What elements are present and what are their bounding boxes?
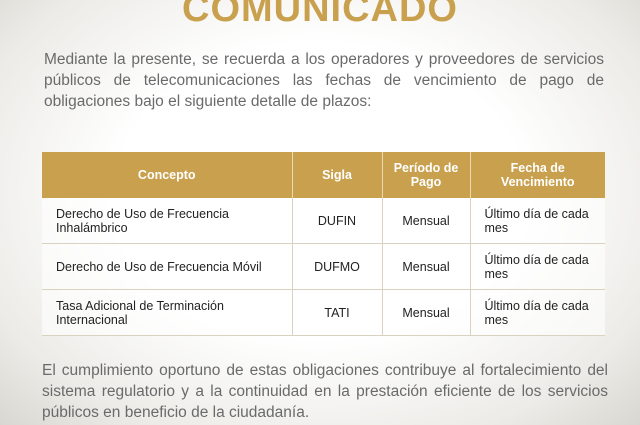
column-header: Sigla bbox=[292, 152, 383, 198]
table-cell: DUFIN bbox=[292, 198, 383, 244]
closing-text: El cumplimiento oportuno de estas obliga… bbox=[42, 362, 608, 421]
intro-text: Mediante la presente, se recuerda a los … bbox=[44, 51, 604, 110]
title: COMUNICADO bbox=[182, 0, 458, 30]
table-cell: Tasa Adicional de Terminación Internacio… bbox=[42, 289, 293, 336]
table-cell: Último día de cada mes bbox=[470, 289, 605, 336]
table-row: Tasa Adicional de Terminación Internacio… bbox=[42, 289, 605, 336]
table-cell: Mensual bbox=[382, 243, 471, 290]
column-header: Período de Pago bbox=[382, 152, 471, 198]
table-body: Derecho de Uso de Frecuencia Inhalámbric… bbox=[42, 198, 605, 336]
table-cell: Derecho de Uso de Frecuencia Inhalámbric… bbox=[42, 198, 293, 244]
table-cell: Mensual bbox=[382, 289, 471, 336]
table-cell: TATI bbox=[292, 289, 383, 336]
table-cell: Derecho de Uso de Frecuencia Móvil bbox=[42, 243, 293, 290]
column-header: Concepto bbox=[42, 152, 293, 198]
table-row: Derecho de Uso de Frecuencia Inhalámbric… bbox=[42, 198, 605, 244]
table-cell: Último día de cada mes bbox=[470, 198, 605, 244]
table-cell: Último día de cada mes bbox=[470, 243, 605, 290]
table-cell: DUFMO bbox=[292, 243, 383, 290]
table-row: Derecho de Uso de Frecuencia Móvil DUFMO M… bbox=[42, 243, 605, 290]
column-header: Fecha de Vencimiento bbox=[470, 152, 605, 198]
table-cell: Mensual bbox=[382, 198, 471, 244]
header-row: Concepto Sigla Período de Pago Fecha de Ven… bbox=[42, 152, 605, 198]
deadlines-table: Concepto Sigla Período de Pago Fecha de Ven… bbox=[42, 152, 605, 336]
